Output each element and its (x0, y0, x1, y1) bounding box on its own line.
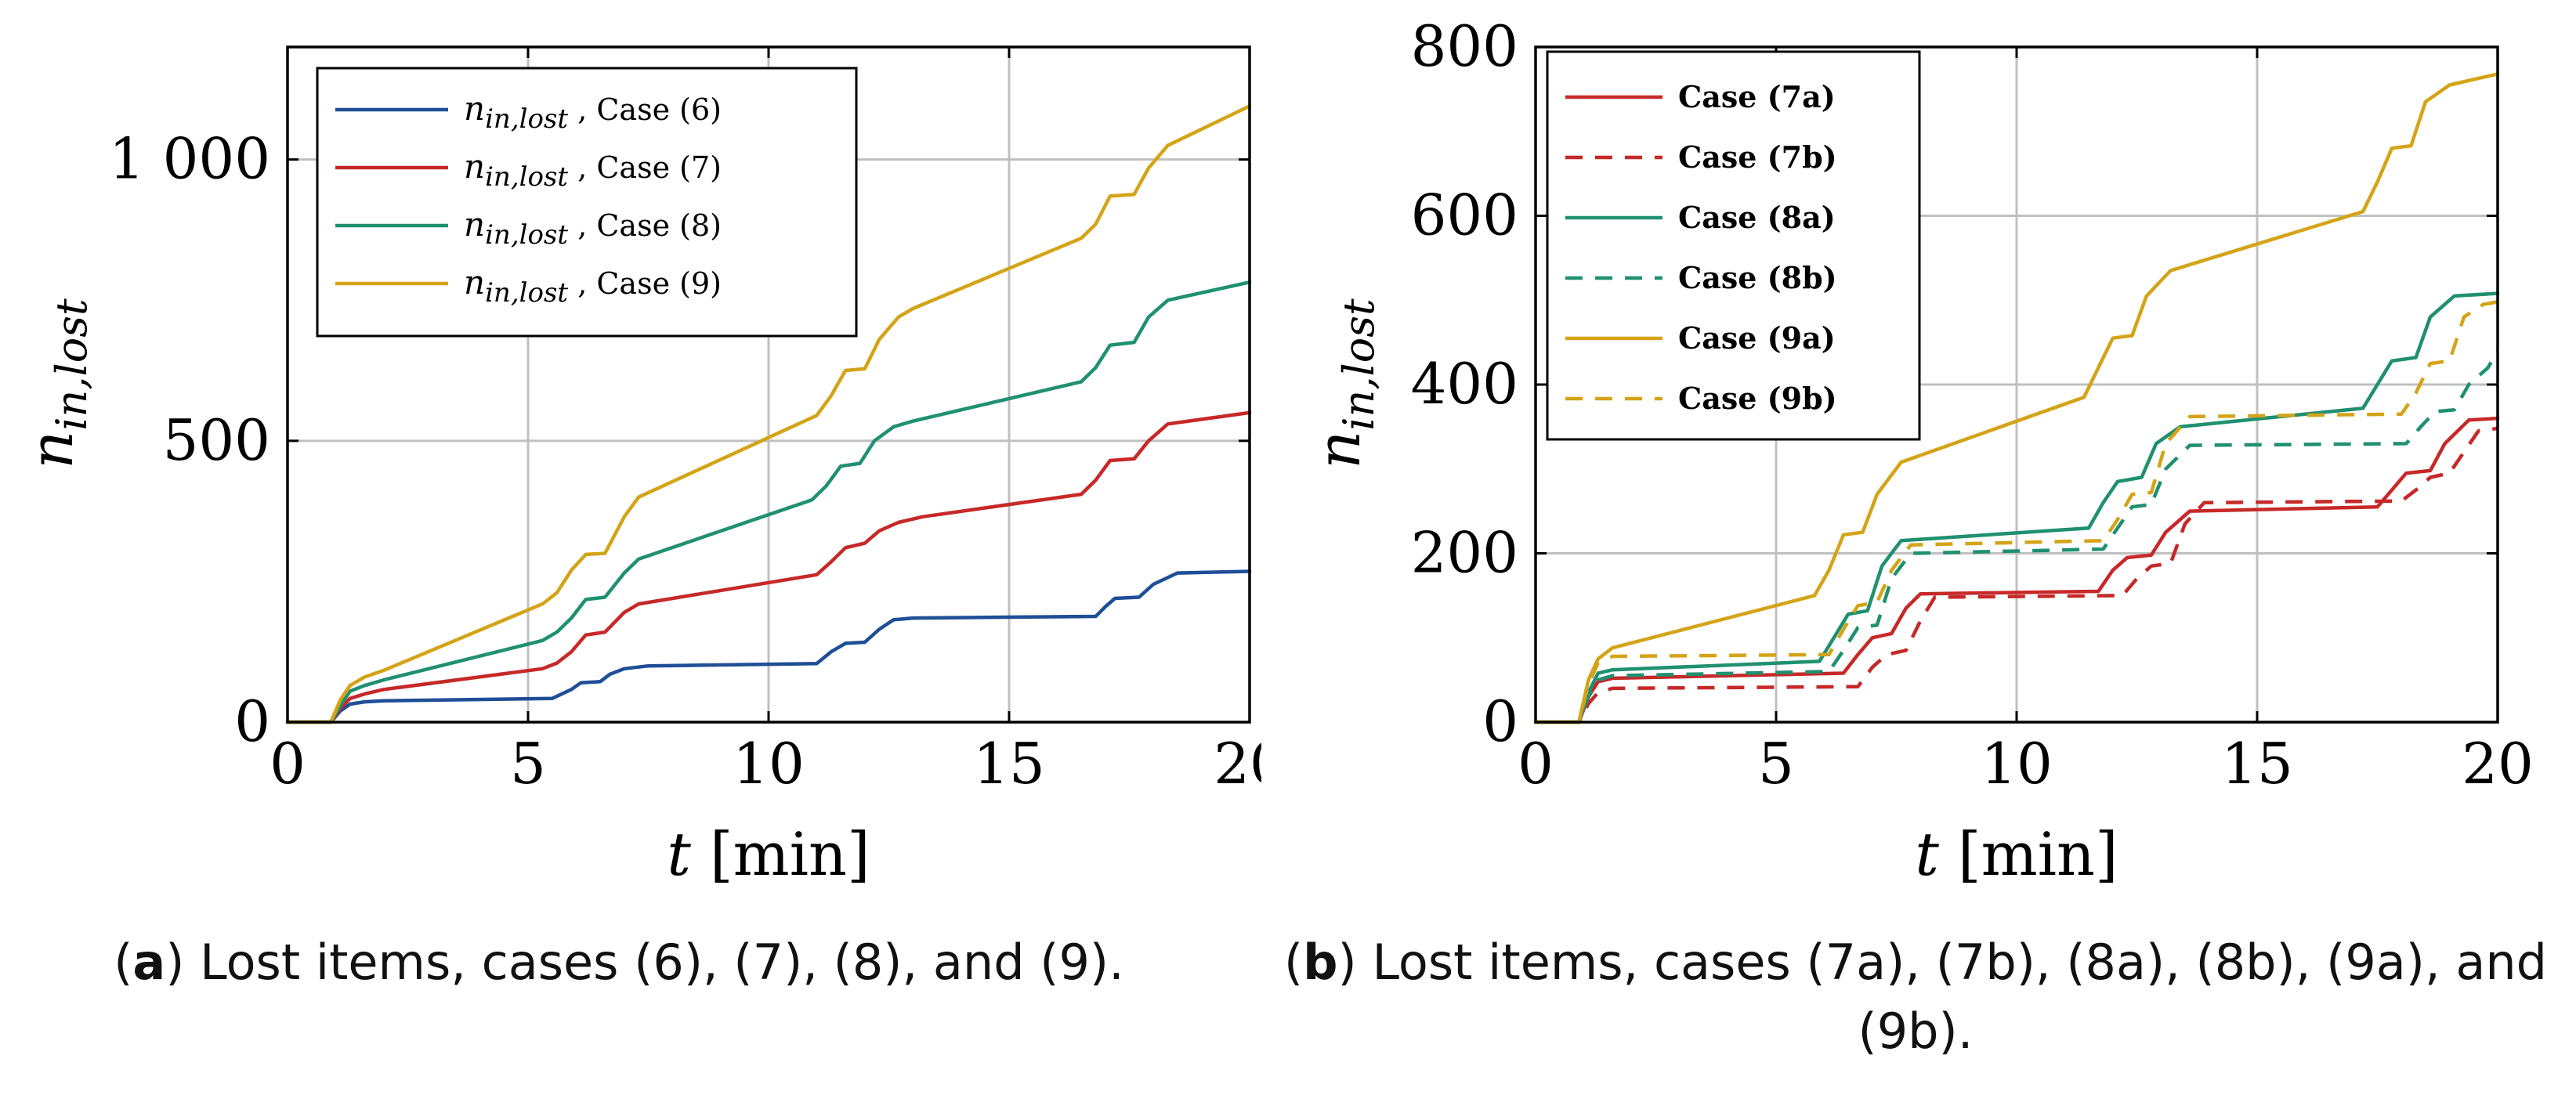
chart-b-xtick-label-2: 10 (1981, 731, 2053, 797)
chart-a-series-3-line (285, 104, 1252, 724)
chart-a-ylabel: nin,lost (16, 298, 96, 469)
chart-a-legend-label-3: nin,lost , Case (9) (464, 263, 722, 309)
caption-a-label: a (132, 934, 166, 991)
chart-a-ylabel-main: n (16, 431, 86, 469)
chart-a-xlabel-unit: [min] (691, 819, 870, 889)
chart-a-ylabel-sub: in,lost (47, 298, 96, 431)
chart-b-xlabel-unit: [min] (1939, 819, 2118, 889)
chart-a-legend-var-0: n (464, 89, 485, 128)
chart-a-series-0-line (285, 569, 1252, 724)
chart-a-legend-var-2: n (464, 205, 485, 244)
chart-b-xlabel-var: t (1915, 819, 1939, 889)
chart-a-ytick-label-2: 1 000 (109, 126, 270, 192)
chart-b-ytick-label-1: 200 (1411, 520, 1518, 586)
chart-b-series-0-line (1533, 416, 2500, 724)
chart-b-legend-label-3: Case (8b) (1678, 260, 1837, 295)
chart-a-xtick-label-4: 20 (1214, 731, 1261, 797)
chart-a-xtick-label-3: 15 (973, 731, 1045, 797)
chart-a-legend-case-2: , Case (8) (568, 208, 722, 243)
chart-a-legend-sub-3: in,lost (485, 277, 568, 309)
chart-b-xtick-label-4: 20 (2462, 731, 2534, 797)
chart-a-series-2-line (285, 280, 1252, 724)
chart-a-legend-box (316, 67, 858, 338)
chart-a-ylabel-group: nin,lost (16, 298, 96, 469)
chart-a-legend-label-2: nin,lost , Case (8) (464, 205, 722, 251)
chart-b-ytick-label-0: 0 (1482, 688, 1518, 754)
chart-a-legend-var-3: n (464, 263, 485, 302)
chart-b-xtick-label-1: 5 (1758, 731, 1794, 797)
caption-b-label: b (1303, 934, 1338, 991)
chart-b-ytick-label-3: 600 (1411, 182, 1518, 248)
chart-a-xtick-label-2: 10 (733, 731, 805, 797)
chart-b-xtick-label-0: 0 (1518, 731, 1554, 797)
chart-b-ylabel-group: nin,lost (1304, 298, 1384, 469)
chart-a-legend-var-1: n (464, 147, 485, 186)
chart-a-xlabel: t [min] (667, 819, 870, 889)
chart-a-legend-case-1: , Case (7) (568, 150, 722, 185)
chart-a-legend-case-0: , Case (6) (568, 92, 722, 127)
chart-b-xtick-label-3: 15 (2221, 731, 2293, 797)
chart-a-legend-case-3: , Case (9) (568, 266, 722, 301)
chart-a-xtick-label-0: 0 (270, 731, 306, 797)
chart-b-legend-label-4: Case (9a) (1678, 320, 1836, 356)
chart-a-legend-sub-2: in,lost (485, 219, 568, 251)
chart-b-series-4-line (1533, 72, 2500, 724)
caption-a: (a) Lost items, cases (6), (7), (8), and… (114, 934, 1124, 991)
chart-a-legend-sub-1: in,lost (485, 161, 568, 193)
chart-b-series-5-line (1536, 300, 2498, 724)
chart-a-ytick-label-1: 500 (163, 407, 270, 473)
chart-b-legend-label-1: Case (7b) (1678, 139, 1837, 175)
chart-b-ylabel-sub: in,lost (1334, 298, 1384, 431)
chart-b-legend-box (1546, 50, 1921, 441)
chart-a-legend-label-1: nin,lost , Case (7) (464, 147, 722, 193)
chart-b-ytick-label-4: 800 (1411, 13, 1518, 79)
chart-b-xlabel: t [min] (1915, 819, 2118, 889)
chart-b-series-3-line (1536, 349, 2499, 724)
chart-a-xlabel-var: t (667, 819, 691, 889)
chart-b-ylabel-main: n (1304, 431, 1373, 469)
chart-b-ytick-label-2: 400 (1411, 351, 1518, 417)
chart-b-legend-label-5: Case (9b) (1678, 381, 1837, 416)
chart-a-series-1-line (285, 410, 1252, 724)
chart-b-legend-label-2: Case (8a) (1678, 200, 1836, 235)
caption-a-text: Lost items, cases (6), (7), (8), and (9)… (184, 934, 1124, 991)
chart-a-xtick-label-1: 5 (510, 731, 546, 797)
chart-b-series-2-line (1533, 291, 2500, 724)
chart-a-legend-sub-0: in,lost (485, 103, 568, 135)
caption-b: (b) Lost items, cases (7a), (7b), (8a), … (1283, 934, 2548, 1060)
chart-a-legend-label-0: nin,lost , Case (6) (464, 89, 722, 135)
chart-b-series-1-line (1536, 426, 2498, 724)
chart-b-legend-label-0: Case (7a) (1678, 79, 1836, 114)
caption-b-text: Lost items, cases (7a), (7b), (8a), (8b)… (1356, 934, 2548, 1060)
chart-a-ytick-label-0: 0 (234, 688, 270, 754)
chart-b-ylabel: nin,lost (1304, 298, 1384, 469)
